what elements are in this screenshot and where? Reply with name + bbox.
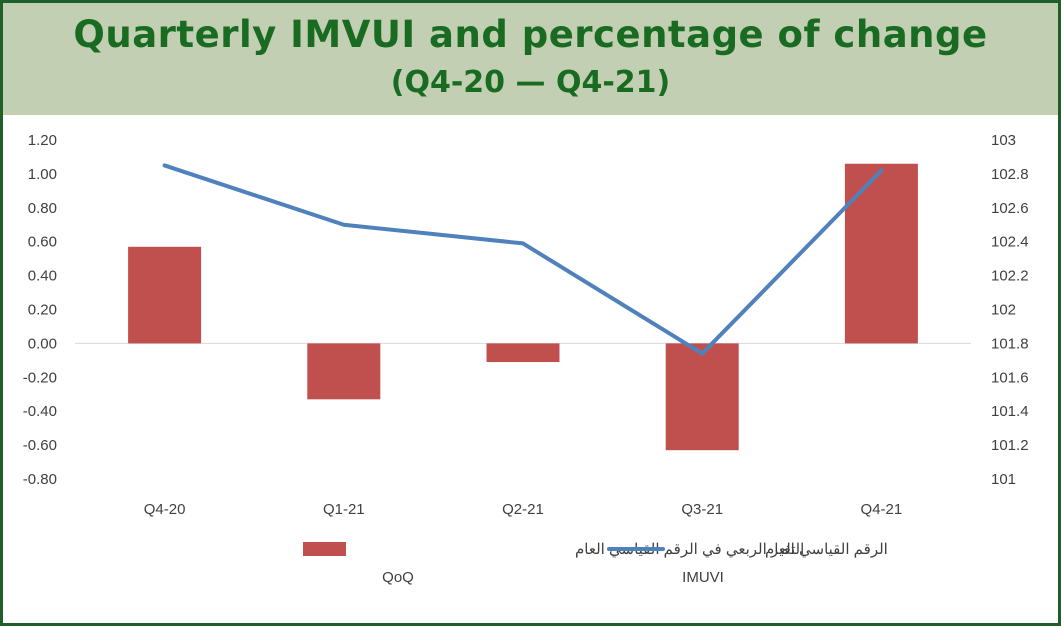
y-right-tick-label: 101.8	[991, 335, 1029, 352]
y-right-tick-label: 102.4	[991, 234, 1029, 251]
series-line-imuvi	[162, 163, 884, 356]
y-left-tick-label: 0.00	[28, 335, 57, 352]
legend-label-imuvi-arabic: الرقم القياسي العام	[765, 541, 888, 558]
y-left-tick-label: 0.60	[28, 234, 57, 251]
line-point	[700, 352, 704, 356]
legend-swatch-qoq	[303, 542, 346, 556]
x-tick-label: Q1-21	[323, 501, 365, 518]
line-point	[163, 163, 167, 167]
y-left-tick-label: 0.80	[28, 200, 57, 217]
y-right-tick-label: 101.6	[991, 369, 1029, 386]
legend-label-qoq: QoQ	[382, 569, 414, 586]
title-band: Quarterly IMVUI and percentage of change…	[3, 3, 1058, 115]
chart-subtitle: (Q4-20 — Q4-21)	[390, 65, 671, 100]
bar	[665, 343, 739, 451]
line-point	[342, 223, 346, 227]
y-right-tick-label: 101	[991, 471, 1016, 488]
bar	[128, 246, 202, 344]
y-left-tick-label: -0.60	[23, 437, 57, 454]
x-tick-label: Q4-20	[144, 501, 186, 518]
x-tick-label: Q4-21	[861, 501, 903, 518]
legend-label-qoq-arabic: التغير الربعي في الرقم القياسي العام	[575, 541, 804, 558]
line-point	[879, 169, 883, 173]
y-left-tick-label: 1.20	[28, 132, 57, 149]
y-right-tick-label: 101.2	[991, 437, 1029, 454]
y-right-tick-label: 103	[991, 132, 1016, 149]
chart-svg: 1.20 1.00 0.80 0.60 0.40 0.20 0.00 -0.20 -0.40 -0…	[23, 132, 1029, 586]
y-left-tick-label: 0.40	[28, 268, 57, 285]
y-right-tick-label: 102.6	[991, 200, 1029, 217]
legend-label-imuvi: IMUVI	[682, 569, 724, 586]
x-tick-label: Q3-21	[681, 501, 723, 518]
y-left-tick-label: -0.40	[23, 403, 57, 420]
chart-title: Quarterly IMVUI and percentage of change	[73, 13, 988, 56]
y-right-tick-label: 101.4	[991, 403, 1029, 420]
y-left-tick-label: -0.80	[23, 471, 57, 488]
y-left-tick-label: 1.00	[28, 166, 57, 183]
y-left-tick-label: 0.20	[28, 302, 57, 319]
bar	[844, 163, 918, 344]
y-right-tick-label: 102.8	[991, 166, 1029, 183]
y-right-tick-label: 102	[991, 302, 1016, 319]
y-left-tick-label: -0.20	[23, 369, 57, 386]
y-right-tick-label: 102.2	[991, 268, 1029, 285]
bar	[486, 343, 560, 363]
line-point	[521, 241, 525, 245]
x-tick-label: Q2-21	[502, 501, 544, 518]
bar	[307, 343, 381, 400]
